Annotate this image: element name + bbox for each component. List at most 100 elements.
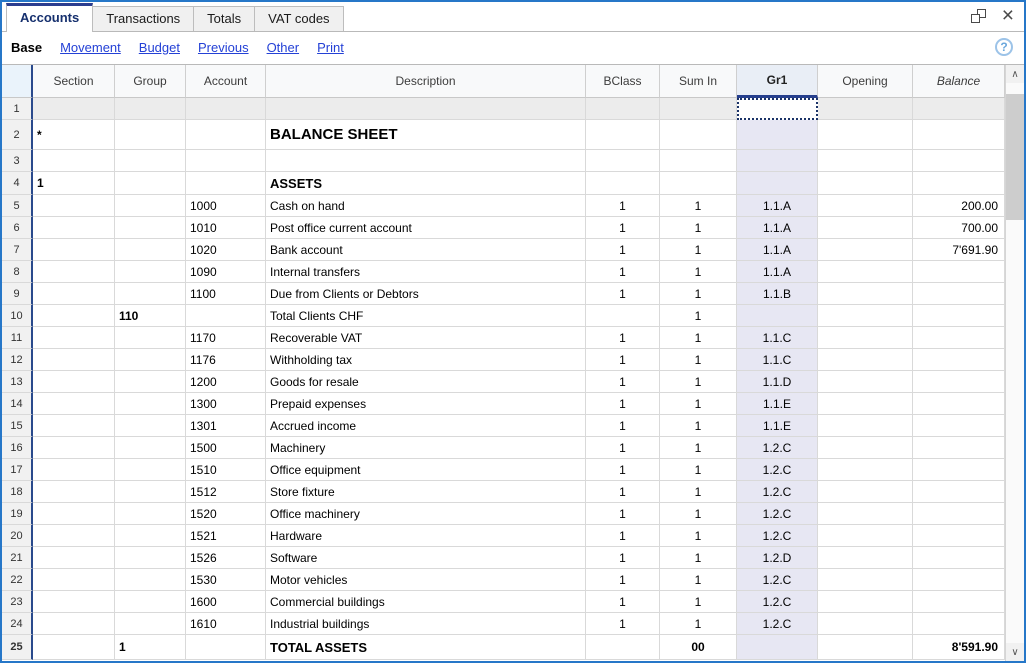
cell-section-row10[interactable] [33,305,115,327]
cell-gr1-row4[interactable] [737,172,818,195]
tab-totals[interactable]: Totals [193,6,256,31]
cell-group-row4[interactable] [115,172,186,195]
cell-gr1-row5[interactable]: 1.1.A [737,195,818,217]
cell-opening-row14[interactable] [818,393,913,415]
cell-section-row23[interactable] [33,591,115,613]
cell-account-row19[interactable]: 1520 [186,503,266,525]
cell-account-row12[interactable]: 1176 [186,349,266,371]
row-header[interactable]: 24 [2,613,33,635]
cell-group-row11[interactable] [115,327,186,349]
cell-sumin-row5[interactable]: 1 [660,195,737,217]
cell-opening-row4[interactable] [818,172,913,195]
row-header[interactable]: 17 [2,459,33,481]
cell-section-row20[interactable] [33,525,115,547]
cell-opening-row8[interactable] [818,261,913,283]
cell-bclass-row7[interactable]: 1 [586,239,660,261]
cell-account-row15[interactable]: 1301 [186,415,266,437]
cell-description-row18[interactable]: Store fixture [266,481,586,503]
cell-sumin-row12[interactable]: 1 [660,349,737,371]
cell-section-row11[interactable] [33,327,115,349]
cell-gr1-row13[interactable]: 1.1.D [737,371,818,393]
cell-balance-row15[interactable] [913,415,1005,437]
cell-balance-row9[interactable] [913,283,1005,305]
scrollbar-thumb[interactable] [1006,94,1024,220]
cell-description-row7[interactable]: Bank account [266,239,586,261]
cell-account-row1[interactable] [186,98,266,120]
cell-description-row16[interactable]: Machinery [266,437,586,459]
cell-bclass-row8[interactable]: 1 [586,261,660,283]
cell-bclass-row16[interactable]: 1 [586,437,660,459]
cell-description-row10[interactable]: Total Clients CHF [266,305,586,327]
cell-sumin-row4[interactable] [660,172,737,195]
cell-bclass-row6[interactable]: 1 [586,217,660,239]
cell-opening-row15[interactable] [818,415,913,437]
cell-description-row6[interactable]: Post office current account [266,217,586,239]
cell-balance-row2[interactable] [913,120,1005,150]
cell-description-row13[interactable]: Goods for resale [266,371,586,393]
cell-gr1-row23[interactable]: 1.2.C [737,591,818,613]
scroll-down-icon[interactable]: ∨ [1006,643,1024,661]
column-header-opening[interactable]: Opening [818,65,913,98]
cell-bclass-row15[interactable]: 1 [586,415,660,437]
cell-description-row9[interactable]: Due from Clients or Debtors [266,283,586,305]
cell-description-row14[interactable]: Prepaid expenses [266,393,586,415]
cell-gr1-row9[interactable]: 1.1.B [737,283,818,305]
cell-group-row25[interactable]: 1 [115,635,186,660]
cell-section-row2[interactable]: * [33,120,115,150]
cell-bclass-row12[interactable]: 1 [586,349,660,371]
cell-sumin-row6[interactable]: 1 [660,217,737,239]
cell-gr1-row19[interactable]: 1.2.C [737,503,818,525]
cell-account-row6[interactable]: 1010 [186,217,266,239]
cell-section-row9[interactable] [33,283,115,305]
cell-group-row12[interactable] [115,349,186,371]
cell-sumin-row10[interactable]: 1 [660,305,737,327]
cell-bclass-row25[interactable] [586,635,660,660]
cell-gr1-row12[interactable]: 1.1.C [737,349,818,371]
cell-description-row17[interactable]: Office equipment [266,459,586,481]
cell-opening-row18[interactable] [818,481,913,503]
cell-section-row18[interactable] [33,481,115,503]
cell-section-row3[interactable] [33,150,115,172]
cell-sumin-row19[interactable]: 1 [660,503,737,525]
select-all-corner[interactable] [2,65,33,98]
cell-balance-row5[interactable]: 200.00 [913,195,1005,217]
cell-opening-row9[interactable] [818,283,913,305]
cell-opening-row25[interactable] [818,635,913,660]
cell-sumin-row22[interactable]: 1 [660,569,737,591]
cell-section-row16[interactable] [33,437,115,459]
vertical-scrollbar[interactable]: ∧ ∨ [1005,65,1024,661]
column-header-description[interactable]: Description [266,65,586,98]
cell-balance-row19[interactable] [913,503,1005,525]
cell-bclass-row20[interactable]: 1 [586,525,660,547]
cell-sumin-row11[interactable]: 1 [660,327,737,349]
cell-balance-row7[interactable]: 7'691.90 [913,239,1005,261]
cell-description-row11[interactable]: Recoverable VAT [266,327,586,349]
cell-opening-row5[interactable] [818,195,913,217]
cell-sumin-row21[interactable]: 1 [660,547,737,569]
cell-sumin-row18[interactable]: 1 [660,481,737,503]
cell-gr1-row15[interactable]: 1.1.E [737,415,818,437]
column-header-bclass[interactable]: BClass [586,65,660,98]
cell-bclass-row23[interactable]: 1 [586,591,660,613]
row-header[interactable]: 18 [2,481,33,503]
cell-gr1-row14[interactable]: 1.1.E [737,393,818,415]
cell-balance-row1[interactable] [913,98,1005,120]
cell-account-row22[interactable]: 1530 [186,569,266,591]
cell-opening-row23[interactable] [818,591,913,613]
cell-section-row7[interactable] [33,239,115,261]
tab-vat-codes[interactable]: VAT codes [254,6,344,31]
cell-balance-row20[interactable] [913,525,1005,547]
cell-section-row14[interactable] [33,393,115,415]
cell-bclass-row1[interactable] [586,98,660,120]
cell-opening-row11[interactable] [818,327,913,349]
row-header[interactable]: 11 [2,327,33,349]
view-base[interactable]: Base [11,40,43,55]
row-header[interactable]: 4 [2,172,33,195]
cell-group-row22[interactable] [115,569,186,591]
cell-balance-row6[interactable]: 700.00 [913,217,1005,239]
cell-balance-row14[interactable] [913,393,1005,415]
cell-section-row24[interactable] [33,613,115,635]
cell-account-row21[interactable]: 1526 [186,547,266,569]
cell-opening-row16[interactable] [818,437,913,459]
column-header-account[interactable]: Account [186,65,266,98]
